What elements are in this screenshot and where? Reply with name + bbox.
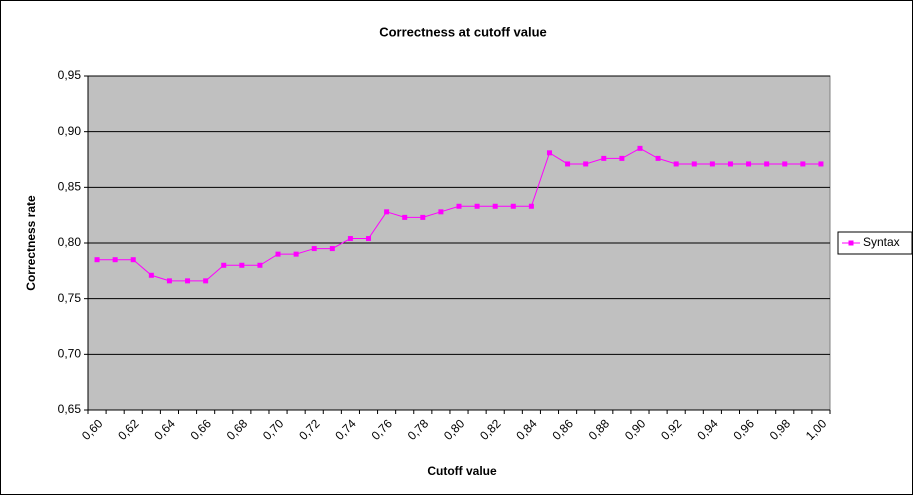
marker — [727, 161, 733, 167]
y-tick-label: 0,95 — [58, 68, 82, 82]
marker — [782, 161, 788, 167]
marker — [800, 161, 806, 167]
marker — [402, 214, 408, 220]
marker — [474, 203, 480, 209]
marker — [366, 236, 372, 242]
marker — [148, 272, 154, 278]
marker — [311, 246, 317, 252]
marker — [257, 262, 263, 268]
y-tick-label: 0,65 — [58, 402, 82, 416]
marker — [528, 203, 534, 209]
marker — [384, 209, 390, 215]
marker — [112, 257, 118, 263]
marker — [492, 203, 498, 209]
marker — [438, 209, 444, 215]
y-tick-label: 0,75 — [58, 291, 82, 305]
marker — [166, 278, 172, 284]
marker — [329, 246, 335, 252]
marker — [456, 203, 462, 209]
marker — [185, 278, 191, 284]
marker — [709, 161, 715, 167]
marker — [583, 161, 589, 167]
marker — [221, 262, 227, 268]
marker — [655, 155, 661, 161]
marker — [673, 161, 679, 167]
x-axis-label: Cutoff value — [427, 464, 497, 478]
marker — [637, 145, 643, 151]
marker — [293, 251, 299, 257]
marker — [275, 251, 281, 257]
marker — [94, 257, 100, 263]
marker — [239, 262, 245, 268]
y-tick-label: 0,80 — [58, 235, 82, 249]
marker — [619, 155, 625, 161]
marker — [818, 161, 824, 167]
marker — [203, 278, 209, 284]
marker — [691, 161, 697, 167]
marker — [347, 236, 353, 242]
y-axis-label: Correctness rate — [24, 195, 38, 291]
marker — [746, 161, 752, 167]
chart-title: Correctness at cutoff value — [379, 24, 547, 39]
legend-box — [837, 231, 913, 255]
marker — [510, 203, 516, 209]
y-tick-label: 0,70 — [58, 347, 82, 361]
marker — [764, 161, 770, 167]
legend-marker — [848, 240, 854, 246]
marker — [420, 214, 426, 220]
marker — [601, 155, 607, 161]
marker — [130, 257, 136, 263]
y-tick-label: 0,85 — [58, 180, 82, 194]
y-tick-label: 0,90 — [58, 124, 82, 138]
legend-label: Syntax — [863, 235, 900, 249]
marker — [546, 150, 552, 156]
marker — [565, 161, 571, 167]
